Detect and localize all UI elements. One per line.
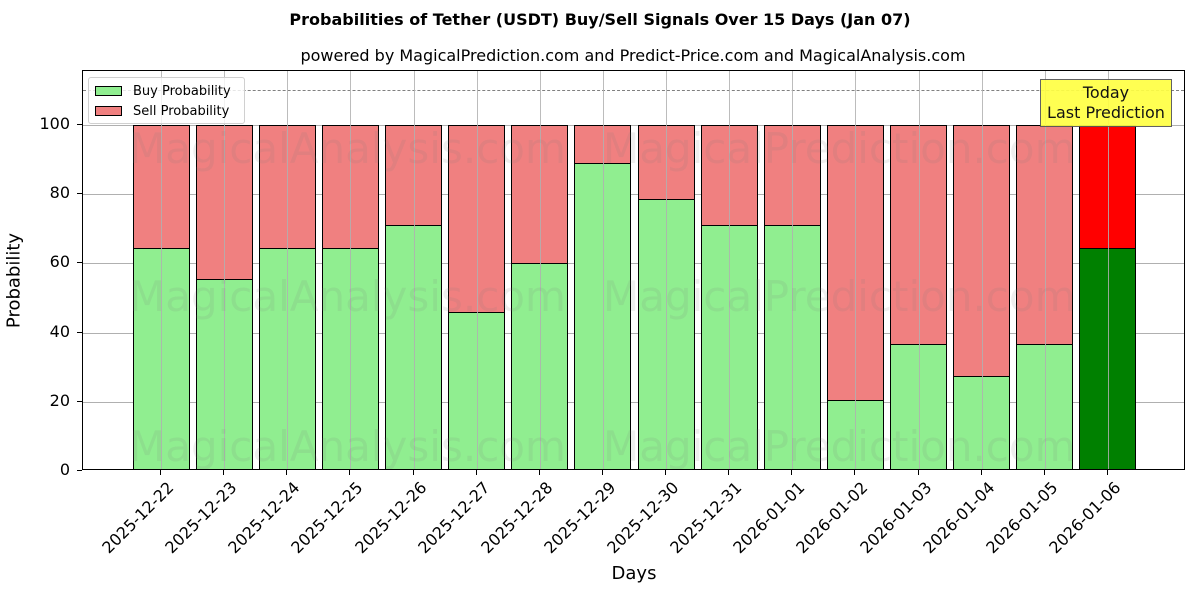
gridline-vertical	[413, 71, 415, 469]
x-tick-mark	[286, 470, 288, 475]
legend-buy-label: Buy Probability	[133, 83, 231, 99]
gridline-vertical	[350, 71, 352, 469]
legend: Buy Probability Sell Probability	[88, 77, 245, 124]
x-tick-mark	[412, 470, 414, 475]
today-annotation: Today Last Prediction	[1040, 79, 1172, 127]
gridline-vertical	[666, 71, 668, 469]
sell-swatch-icon	[95, 106, 122, 116]
gridline-vertical	[1044, 71, 1046, 469]
reference-line	[83, 90, 1184, 92]
y-tick-mark	[77, 331, 82, 333]
gridline-vertical	[539, 71, 541, 469]
gridline-vertical	[287, 71, 289, 469]
x-tick-mark	[475, 470, 477, 475]
gridline-vertical	[602, 71, 604, 469]
buy-swatch-icon	[95, 86, 122, 96]
gridline-horizontal	[83, 125, 1184, 126]
x-tick-mark	[665, 470, 667, 475]
legend-item-sell: Sell Probability	[95, 103, 229, 119]
legend-sell-label: Sell Probability	[133, 103, 230, 119]
gridline-vertical	[918, 71, 920, 469]
legend-item-buy: Buy Probability	[95, 83, 231, 99]
x-axis-label: Days	[611, 563, 657, 584]
x-tick-mark	[980, 470, 982, 475]
gridline-vertical	[161, 71, 162, 469]
gridline-horizontal	[83, 194, 1184, 196]
y-axis-label: Probability	[3, 232, 25, 329]
chart-title: Probabilities of Tether (USDT) Buy/Sell …	[289, 10, 911, 29]
x-tick-mark	[601, 470, 603, 475]
gridline-horizontal	[83, 401, 1184, 403]
y-tick-label: 40	[49, 321, 70, 341]
y-tick-label: 60	[49, 252, 70, 272]
x-tick-mark	[1106, 470, 1108, 475]
today-annotation-line1: Today	[1082, 83, 1130, 102]
gridline-vertical	[855, 71, 857, 469]
y-tick-label: 20	[49, 390, 70, 410]
y-tick-mark	[77, 400, 82, 402]
x-tick-mark	[160, 470, 161, 475]
today-annotation-line2: Last Prediction	[1047, 103, 1165, 122]
x-tick-mark	[1043, 470, 1045, 475]
gridline-horizontal	[83, 263, 1184, 265]
x-tick-mark	[349, 470, 351, 475]
y-tick-label: 80	[49, 183, 70, 203]
x-tick-mark	[223, 470, 225, 475]
gridline-vertical	[981, 71, 983, 469]
y-tick-mark	[77, 193, 82, 195]
chart-subtitle: powered by MagicalPrediction.com and Pre…	[300, 46, 966, 65]
y-tick-label: 0	[59, 460, 70, 479]
gridline-vertical	[792, 71, 794, 469]
x-tick-mark	[791, 470, 793, 475]
y-tick-mark	[77, 262, 82, 264]
x-tick-mark	[917, 470, 919, 475]
y-tick-mark	[77, 470, 82, 471]
gridline-vertical	[729, 71, 731, 469]
plot-area: MagicalAnalysis.comMagicalPrediction.com…	[82, 70, 1185, 470]
x-tick-mark	[854, 470, 856, 475]
x-tick-mark	[538, 470, 540, 475]
y-tick-mark	[77, 124, 82, 125]
gridline-vertical	[476, 71, 478, 469]
y-tick-label: 100	[39, 114, 70, 133]
gridline-vertical	[1107, 71, 1109, 469]
gridline-vertical	[224, 71, 226, 469]
gridline-horizontal	[83, 332, 1184, 334]
x-tick-mark	[728, 470, 730, 475]
